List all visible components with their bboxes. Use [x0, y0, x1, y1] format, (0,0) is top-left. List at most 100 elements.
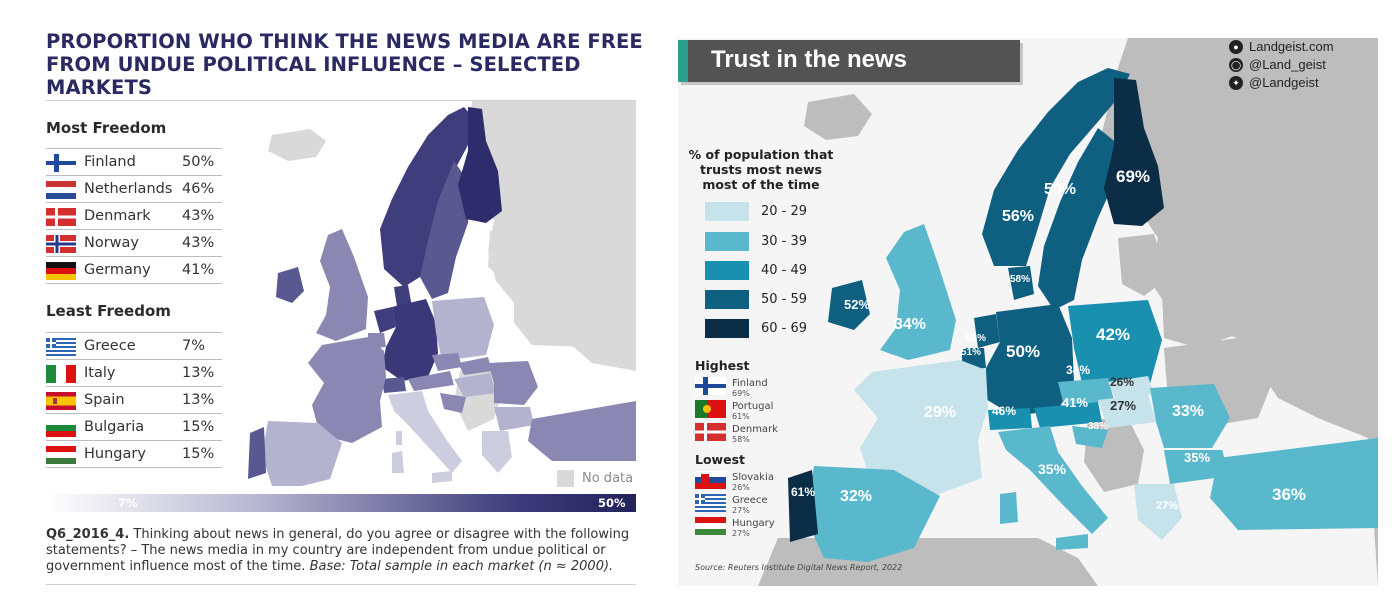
portugal-flag-icon	[695, 400, 726, 418]
spain-flag-icon	[46, 392, 76, 410]
question-note: Q6_2016_4. Thinking about news in genera…	[46, 527, 642, 575]
country-value: 46%	[182, 181, 215, 197]
least-freedom-list: Greece 7% Italy 13% Spain 13% Bulgaria 1…	[46, 332, 222, 468]
map-region-switzerland	[988, 408, 1032, 430]
instagram-icon: ◯	[1229, 58, 1243, 72]
map-region-baltics-nodata	[488, 227, 524, 279]
banner-accent	[678, 40, 688, 82]
map-region-netherlands	[974, 314, 1000, 348]
finland-flag-icon	[695, 377, 726, 395]
finland-flag-icon	[46, 154, 76, 172]
map-region-ireland	[828, 280, 870, 330]
map-region-greece	[482, 431, 512, 473]
label-poland: 42%	[1096, 325, 1131, 344]
list-item: Netherlands 46%	[46, 176, 222, 203]
freedom-map	[232, 101, 636, 486]
country-name: Bulgaria	[84, 419, 145, 435]
map-region-italy	[998, 426, 1108, 534]
list-item: Denmark 43%	[46, 203, 222, 230]
map-region-france	[854, 360, 988, 498]
right-panel: 69% 50% 56% 58% 52% 34% 56% 51% 50% 42% …	[678, 38, 1378, 586]
greece-flag-icon	[695, 494, 726, 512]
label-switzerland: 46%	[992, 404, 1017, 418]
map-region-turkey	[1210, 438, 1378, 530]
lowest-country: Greece	[732, 495, 768, 506]
map-region-romania	[1150, 384, 1230, 448]
country-value: 43%	[182, 208, 215, 224]
label-ireland: 52%	[844, 297, 871, 312]
map-region-baltics	[1118, 234, 1168, 296]
map-region-portugal	[248, 427, 266, 479]
lowest-value: 27%	[732, 529, 750, 538]
label-finland: 69%	[1116, 167, 1151, 186]
map-region-czechia	[1058, 378, 1114, 406]
country-value: 15%	[182, 446, 215, 462]
label-bulgaria: 35%	[1184, 450, 1211, 465]
highest-value: 61%	[732, 412, 750, 421]
map-region-norway	[380, 107, 476, 287]
left-panel: PROPORTION WHO THINK THE NEWS MEDIA ARE …	[0, 0, 660, 607]
map-region-netherlands	[374, 307, 396, 333]
map-region-switzerland	[382, 377, 406, 393]
map-region-sicily	[432, 471, 452, 483]
twitter-icon: ✦	[1229, 76, 1243, 90]
map-region-ireland	[276, 267, 304, 303]
map-region-north-africa	[758, 538, 1098, 586]
map-region-turkey	[528, 401, 636, 461]
map-region-poland	[432, 297, 494, 361]
country-name: Spain	[84, 392, 125, 408]
scale-high-label: 50%	[598, 496, 626, 510]
country-name: Hungary	[84, 446, 146, 462]
lowest-value: 26%	[732, 483, 750, 492]
label-italy: 35%	[1038, 461, 1067, 477]
highest-heading: Highest	[695, 358, 750, 373]
label-portugal: 61%	[791, 485, 816, 499]
list-item: Finland 50%	[46, 149, 222, 176]
social-instagram-text: @Land_geist	[1249, 57, 1326, 72]
list-item: Italy 13%	[46, 360, 222, 387]
lowest-heading: Lowest	[695, 452, 745, 467]
country-value: 41%	[182, 262, 215, 278]
map-region-austria	[408, 371, 454, 391]
label-greece: 27%	[1156, 500, 1179, 512]
map-region-czechia	[432, 353, 462, 371]
country-value: 43%	[182, 235, 215, 251]
map-region-iceland	[804, 94, 872, 140]
note-code: Q6_2016_4.	[46, 527, 130, 542]
label-sweden: 50%	[1044, 181, 1077, 198]
country-value: 13%	[182, 392, 215, 408]
country-value: 50%	[182, 154, 215, 170]
legend-label: 50 - 59	[761, 292, 808, 307]
label-czechia: 34%	[1066, 363, 1091, 377]
label-belgium: 51%	[961, 347, 982, 358]
map-region-sardinia	[1000, 492, 1018, 524]
map-region-hungary	[454, 373, 496, 397]
map-region-norway	[982, 68, 1130, 266]
legend-label: 40 - 49	[761, 263, 808, 278]
note-text: Thinking about news in general, do you a…	[46, 527, 630, 574]
lowest-country: Hungary	[732, 518, 775, 529]
label-slovakia: 26%	[1110, 375, 1135, 389]
highest-country: Denmark	[732, 424, 778, 435]
map-region-sardinia	[392, 451, 404, 473]
list-item: Bulgaria 15%	[46, 414, 222, 441]
map-region-sweden	[1038, 128, 1118, 310]
map-region-russia-east	[1098, 38, 1378, 586]
map-region-hungary	[1098, 394, 1156, 428]
map-region-slovakia	[458, 357, 492, 375]
legend-title-line1: % of population that	[688, 147, 834, 162]
highest-value: 58%	[732, 435, 750, 444]
lowest-value: 27%	[732, 506, 750, 515]
bulgaria-flag-icon	[46, 419, 76, 437]
norway-flag-icon	[46, 235, 76, 253]
country-value: 15%	[182, 419, 215, 435]
highest-value: 69%	[732, 389, 750, 398]
label-denmark: 58%	[1010, 274, 1031, 285]
social-twitter-text: @Landgeist	[1249, 75, 1319, 90]
left-title: PROPORTION WHO THINK THE NEWS MEDIA ARE …	[46, 30, 646, 99]
label-germany: 50%	[1006, 342, 1041, 361]
map-region-belarus-ukraine-nodata	[514, 279, 602, 347]
map-region-iceland	[268, 129, 326, 161]
label-norway: 56%	[1002, 208, 1035, 225]
note-base: Base: Total sample in each market (n ≈ 2…	[309, 559, 614, 574]
